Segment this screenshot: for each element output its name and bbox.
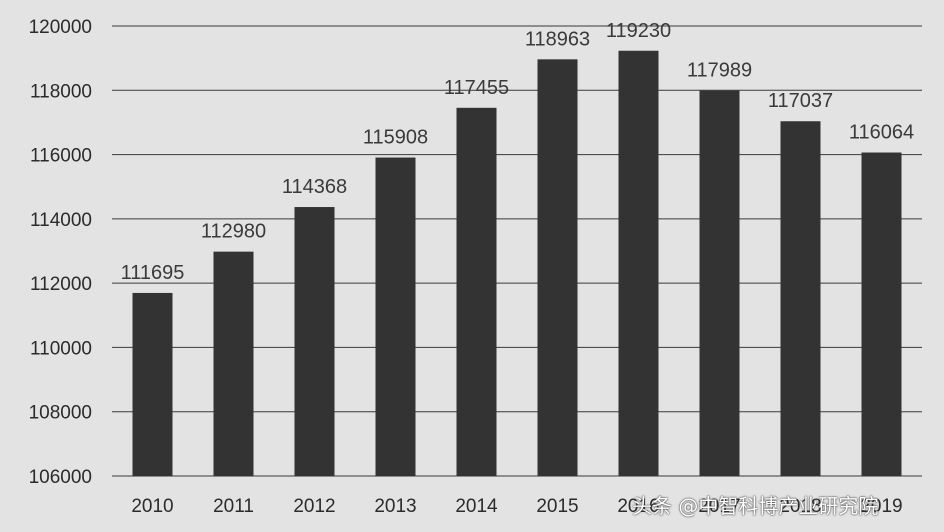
bar <box>456 107 497 476</box>
bar <box>699 90 740 476</box>
watermark: 头条 @中智科博产业研究院 <box>632 494 879 518</box>
y-tick-label: 106000 <box>29 467 92 488</box>
x-tick-label: 2019 <box>860 496 902 517</box>
x-tick-label: 2016 <box>617 496 659 517</box>
x-tick-label: 2013 <box>374 496 416 517</box>
y-axis-ticks: 106000 108000 110000 112000 114000 116000 1180… <box>29 17 92 488</box>
data-label: 117989 <box>687 60 752 82</box>
x-tick-label: 2014 <box>455 496 498 517</box>
data-label: 114368 <box>282 176 347 198</box>
x-tick-label: 2012 <box>293 496 335 517</box>
data-label: 116064 <box>849 122 914 144</box>
x-tick-label: 2015 <box>536 496 578 517</box>
x-axis-ticks: 2010 2011 2012 2013 2014 2015 2016 2017 2018 2019 <box>131 496 902 517</box>
data-label: 117455 <box>444 77 509 99</box>
y-tick-label: 120000 <box>29 17 92 38</box>
bar <box>132 292 173 476</box>
bar <box>618 50 659 476</box>
data-label: 115908 <box>363 127 428 149</box>
bar <box>294 207 335 476</box>
bar <box>375 157 416 476</box>
data-label: 111695 <box>121 262 185 284</box>
y-tick-label: 108000 <box>29 403 92 424</box>
data-label: 112980 <box>201 221 266 243</box>
data-label: 119230 <box>606 20 671 42</box>
y-tick-label: 112000 <box>30 274 92 295</box>
y-tick-label: 110000 <box>30 338 92 359</box>
x-tick-label: 2017 <box>698 496 740 517</box>
bar <box>780 121 821 476</box>
bar <box>537 59 578 476</box>
x-tick-label: 2011 <box>213 496 254 517</box>
data-label: 117037 <box>768 90 833 112</box>
data-label: 118963 <box>525 28 590 50</box>
bars <box>132 50 902 476</box>
x-tick-label: 2010 <box>131 496 173 517</box>
bar <box>213 251 254 476</box>
y-tick-label: 116000 <box>30 146 92 167</box>
y-tick-label: 114000 <box>30 210 92 231</box>
x-tick-label: 2018 <box>779 496 821 517</box>
data-labels: 111695 112980 114368 115908 117455 118963 1192… <box>121 20 915 284</box>
bar <box>861 152 902 476</box>
y-tick-label: 118000 <box>30 81 92 102</box>
